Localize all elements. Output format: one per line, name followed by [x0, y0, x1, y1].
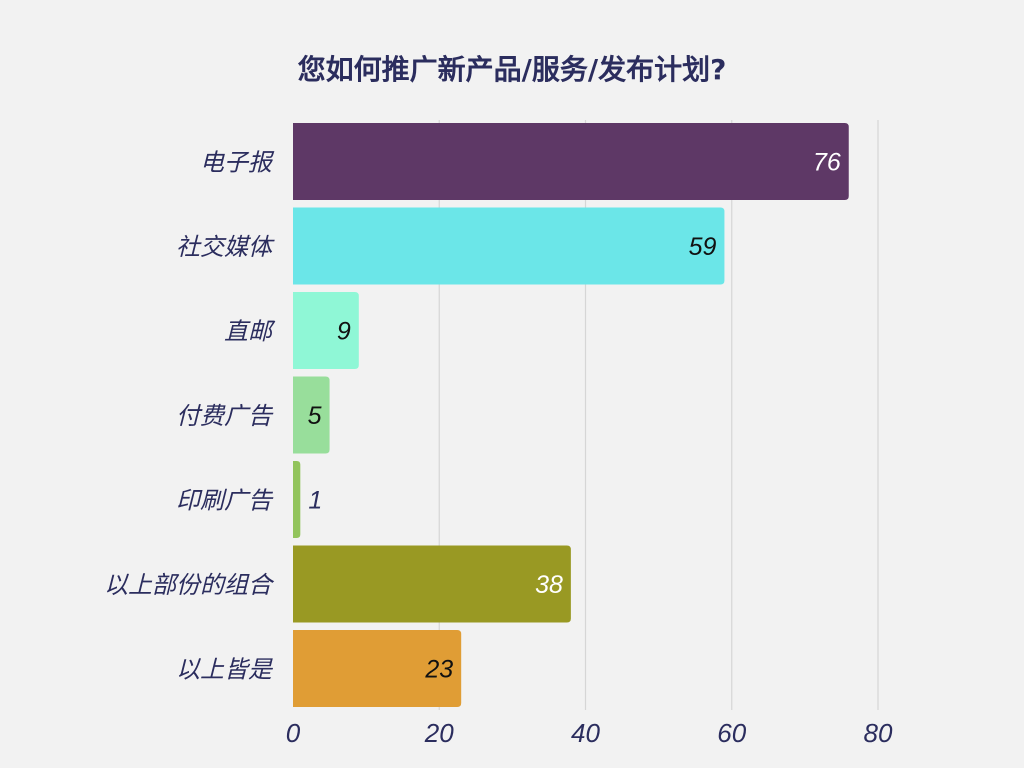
bar-0 — [293, 123, 849, 200]
category-label: 电子报 — [200, 149, 275, 177]
category-label: 直邮 — [224, 318, 276, 346]
value-label: 59 — [689, 233, 717, 261]
chart-title: 您如何推广新产品/服务/发布计划? — [297, 53, 727, 86]
bars — [293, 123, 849, 707]
x-tick-label: 80 — [864, 718, 893, 748]
category-label: 印刷广告 — [176, 487, 274, 515]
value-label: 23 — [424, 656, 453, 684]
value-label: 38 — [535, 571, 563, 599]
category-label: 社交媒体 — [176, 233, 275, 261]
category-label: 以上皆是 — [176, 656, 274, 684]
bar-5 — [293, 545, 571, 623]
category-label: 以上部份的组合 — [104, 571, 275, 599]
category-label: 付费广告 — [176, 402, 274, 430]
x-tick-label: 20 — [424, 718, 454, 748]
value-label: 5 — [308, 402, 322, 430]
bar-4 — [293, 461, 301, 538]
x-tick-label: 40 — [571, 718, 600, 748]
bar-6 — [293, 630, 462, 707]
value-labels: 76 59 9 5 1 38 23 — [308, 149, 841, 684]
value-label: 9 — [337, 318, 351, 346]
x-axis-ticks: 0 20 40 60 80 — [286, 718, 893, 748]
bar-1 — [293, 207, 725, 285]
bar-2 — [293, 292, 359, 369]
x-tick-label: 0 — [286, 718, 301, 748]
value-label: 1 — [308, 487, 322, 515]
value-label: 76 — [813, 149, 841, 177]
bar-3 — [293, 376, 330, 454]
x-tick-label: 60 — [717, 718, 746, 748]
